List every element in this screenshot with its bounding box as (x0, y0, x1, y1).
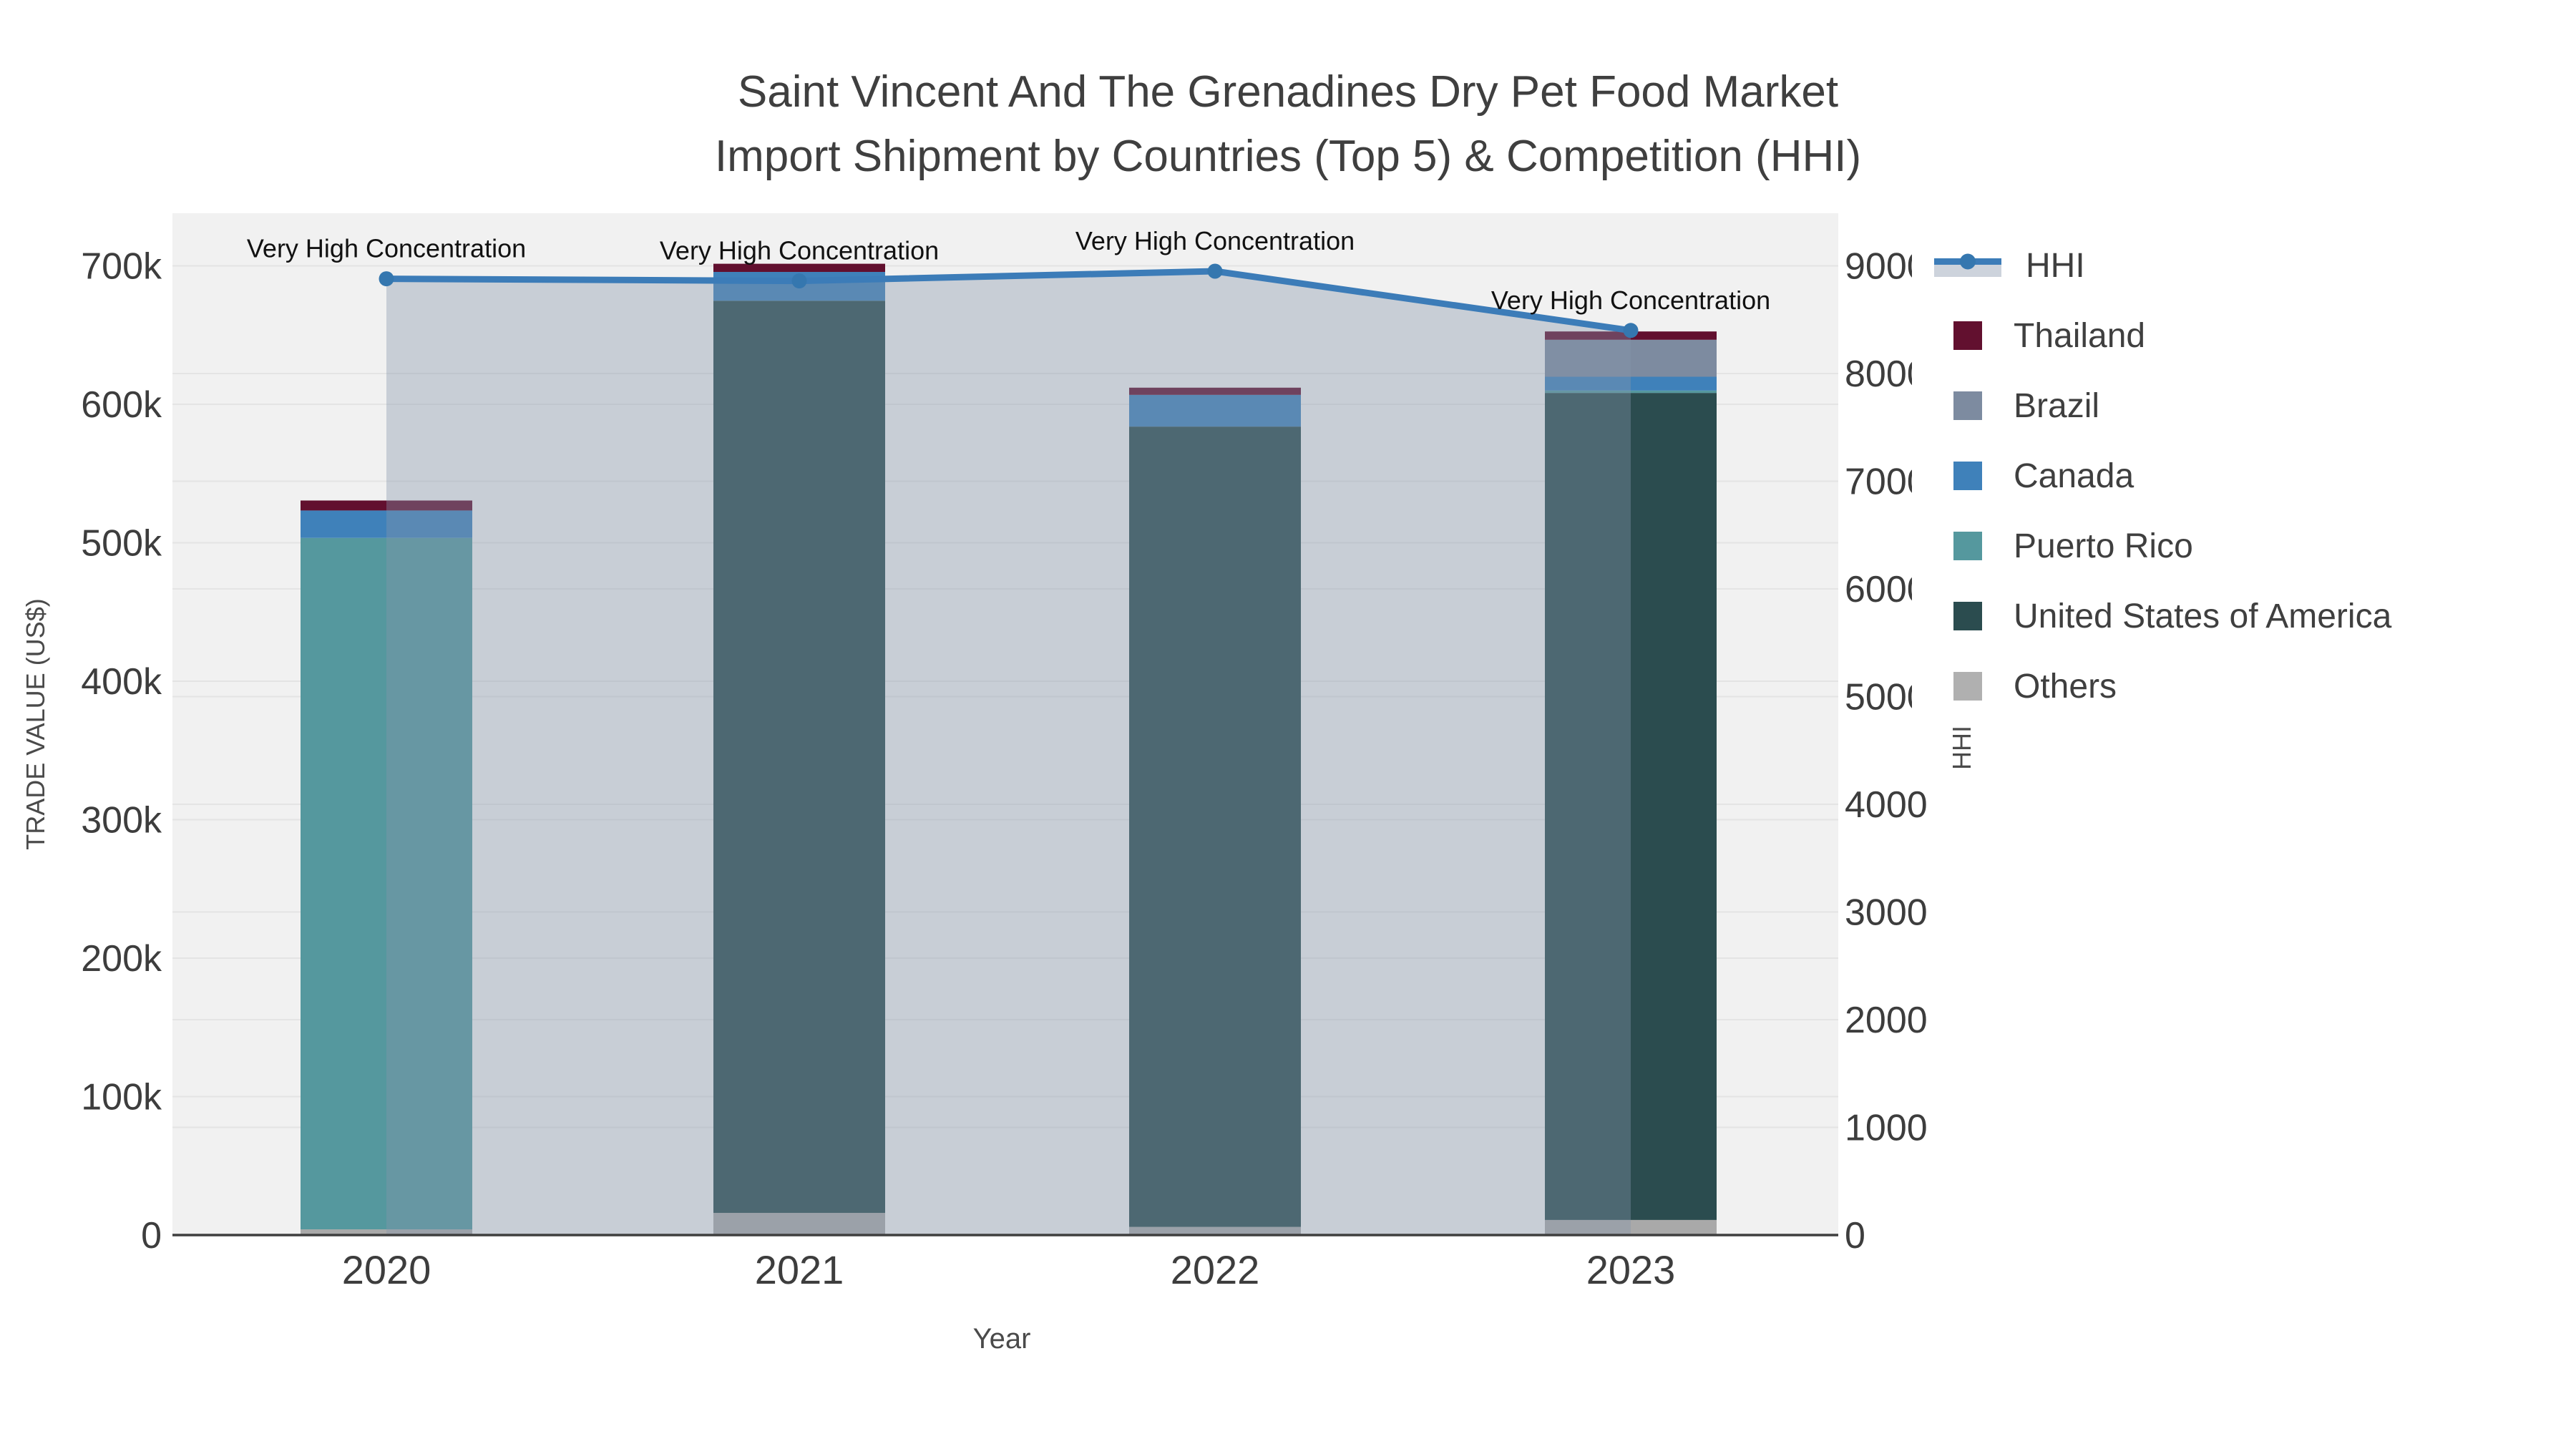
bar-segment-2022-united-states-of-america (1129, 426, 1301, 1227)
legend-item-canada[interactable]: Canada (1912, 441, 2441, 511)
legend-item-puerto-rico[interactable]: Puerto Rico (1912, 511, 2441, 581)
bar-segment-2023-puerto-rico (1545, 390, 1717, 394)
annotation-2023: Very High Concentration (1491, 286, 1770, 315)
bar-segment-2023-canada (1545, 376, 1717, 391)
bar-segment-2020-canada (301, 510, 472, 538)
hhi-marker-2023 (1623, 323, 1639, 338)
y-left-tick-300k: 300k (81, 800, 162, 841)
legend-item-hhi[interactable]: HHI (1912, 230, 2441, 301)
x-tick-2022: 2022 (1171, 1247, 1260, 1292)
legend-item-thailand[interactable]: Thailand (1912, 301, 2441, 371)
y-right-tick-3000: 3000 (1845, 892, 1928, 934)
legend-item-others[interactable]: Others (1912, 651, 2441, 721)
y-right-tick-0: 0 (1845, 1215, 1865, 1257)
y-left-tick-0: 0 (141, 1215, 162, 1257)
x-tick-2020: 2020 (342, 1247, 431, 1292)
hhi-marker-2021 (791, 273, 807, 289)
legend-swatch-puerto-rico-icon (1953, 532, 1982, 560)
bar-segment-2020-thailand (301, 500, 472, 511)
bar-segment-2020-puerto-rico (301, 537, 472, 1230)
legend-swatch-thailand-icon (1953, 321, 1982, 350)
x-tick-2021: 2021 (755, 1247, 844, 1292)
bar-segment-2023-united-states-of-america (1545, 393, 1717, 1220)
chart-title: Saint Vincent And The Grenadines Dry Pet… (0, 60, 2576, 189)
y-left-tick-700k: 700k (81, 246, 162, 288)
y-left-tick-100k: 100k (81, 1077, 162, 1118)
y-left-tick-200k: 200k (81, 938, 162, 980)
legend: HHI Thailand Brazil Canada Puerto Rico United… (1912, 230, 2441, 721)
y-right-tick-4000: 4000 (1845, 784, 1928, 826)
bar-segment-2021-thailand (713, 263, 885, 273)
y-left-tick-400k: 400k (81, 661, 162, 703)
x-tick-2023: 2023 (1586, 1247, 1676, 1292)
y-right-axis-title: HHI (1947, 726, 1976, 770)
legend-swatch-brazil-icon (1953, 391, 1982, 420)
x-axis-title: Year (973, 1323, 1031, 1355)
bar-segment-2021-united-states-of-america (713, 301, 885, 1214)
legend-label-brazil: Brazil (2014, 386, 2100, 425)
hhi-line-swatch-icon (1934, 253, 2001, 277)
hhi-area-fill (386, 271, 1631, 1235)
bar-segment-2021-others (713, 1213, 885, 1235)
hhi-marker-2022 (1207, 263, 1223, 279)
hhi-marker-2020 (379, 271, 394, 287)
y-left-tick-600k: 600k (81, 384, 162, 426)
legend-label-thailand: Thailand (2014, 316, 2146, 355)
chart-title-line1: Saint Vincent And The Grenadines Dry Pet… (737, 67, 1839, 117)
y-right-tick-1000: 1000 (1845, 1108, 1928, 1149)
bar-segment-2020-others (301, 1229, 472, 1235)
y-right-tick-2000: 2000 (1845, 1000, 1928, 1041)
legend-label-canada: Canada (2014, 457, 2135, 495)
legend-label-puerto-rico: Puerto Rico (2014, 527, 2193, 565)
legend-swatch-others-icon (1953, 672, 1982, 701)
legend-label-others: Others (2014, 667, 2117, 706)
legend-label-hhi: HHI (2026, 246, 2085, 285)
y-left-axis-title: TRADE VALUE (US$) (21, 598, 50, 849)
bar-segment-2022-others (1129, 1226, 1301, 1235)
hhi-line (386, 268, 1631, 334)
bar-segment-2022-canada (1129, 394, 1301, 427)
annotation-2020: Very High Concentration (247, 234, 526, 263)
annotation-2022: Very High Concentration (1075, 226, 1355, 255)
bar-segment-2022-thailand (1129, 387, 1301, 395)
bar-segment-2023-others (1545, 1219, 1717, 1235)
legend-swatch-usa-icon (1953, 602, 1982, 630)
bar-segment-2023-brazil (1545, 339, 1717, 377)
chart-title-line2: Import Shipment by Countries (Top 5) & C… (714, 132, 1862, 181)
y-left-tick-500k: 500k (81, 523, 162, 565)
legend-item-usa[interactable]: United States of America (1912, 581, 2441, 651)
legend-label-usa: United States of America (2014, 597, 2392, 635)
legend-item-brazil[interactable]: Brazil (1912, 371, 2441, 441)
annotation-2021: Very High Concentration (660, 236, 939, 265)
legend-swatch-canada-icon (1953, 462, 1982, 490)
